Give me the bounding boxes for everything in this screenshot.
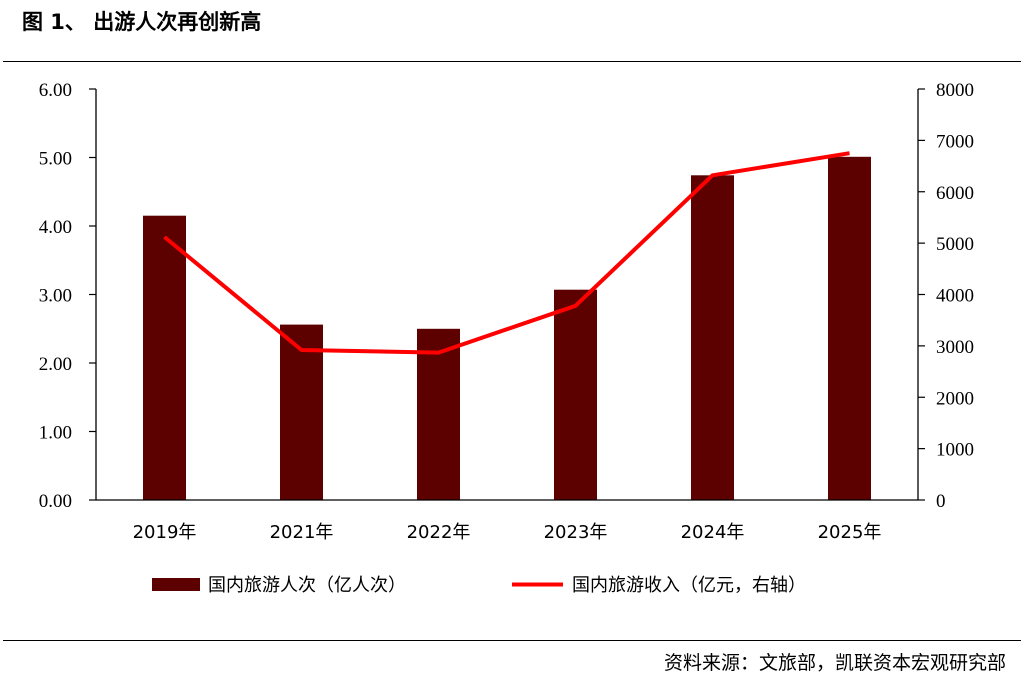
x-tick-label: 2025年: [818, 522, 882, 543]
bars-layer: [143, 156, 871, 501]
bar-4: [691, 175, 734, 501]
line-layer: [163, 151, 850, 355]
right-tick-label: 8000: [936, 80, 974, 101]
x-tick-label: 2024年: [681, 522, 745, 543]
left-tick-label: 3.00: [39, 286, 72, 307]
bar-5: [828, 156, 871, 501]
right-tick-label: 4000: [936, 286, 974, 307]
right-tick-label: 3000: [936, 337, 974, 358]
left-axis-ticks: 0.00 1.00 2.00 3.00 4.00 5.00 6.00: [39, 80, 96, 512]
income-line: [163, 151, 850, 355]
left-tick-label: 1.00: [39, 423, 72, 444]
left-tick-label: 2.00: [39, 354, 72, 375]
right-tick-label: 7000: [936, 131, 974, 152]
bar-0: [143, 215, 186, 500]
right-tick-label: 2000: [936, 388, 974, 409]
x-tick-label: 2021年: [270, 522, 334, 543]
footer-divider: [3, 640, 1021, 641]
x-tick-label: 2019年: [133, 522, 197, 543]
left-tick-label: 5.00: [39, 149, 72, 170]
source-note: 资料来源：文旅部，凯联资本宏观研究部: [663, 652, 1006, 674]
legend: 国内旅游人次（亿人次） 国内旅游收入（亿元，右轴）: [152, 575, 806, 596]
title-divider: [3, 61, 1021, 62]
right-tick-label: 6000: [936, 183, 974, 204]
figure-title: 图 1、 出游人次再创新高: [22, 10, 262, 34]
bar-1: [280, 324, 323, 500]
bar-2: [417, 328, 460, 501]
left-tick-label: 0.00: [39, 491, 72, 512]
axes-layer: [95, 89, 919, 501]
x-tick-label: 2022年: [407, 522, 471, 543]
right-tick-label: 0: [936, 491, 946, 512]
right-tick-label: 5000: [936, 234, 974, 255]
legend-line-label: 国内旅游收入（亿元，右轴）: [572, 575, 806, 596]
bar-3: [554, 289, 597, 500]
chart: 0.00 1.00 2.00 3.00 4.00 5.00 6.00 0 1000 2000 30…: [39, 80, 974, 596]
left-tick-label: 6.00: [39, 80, 72, 101]
x-axis-labels: 2019年 2021年 2022年 2023年 2024年 2025年: [133, 522, 882, 543]
legend-bar-swatch: [152, 578, 200, 591]
legend-bar-label: 国内旅游人次（亿人次）: [208, 575, 406, 596]
right-axis-ticks: 0 1000 2000 3000 4000 5000 6000 7000 8000: [918, 80, 974, 512]
right-tick-label: 1000: [936, 440, 974, 461]
x-tick-label: 2023年: [544, 522, 608, 543]
left-tick-label: 4.00: [39, 217, 72, 238]
